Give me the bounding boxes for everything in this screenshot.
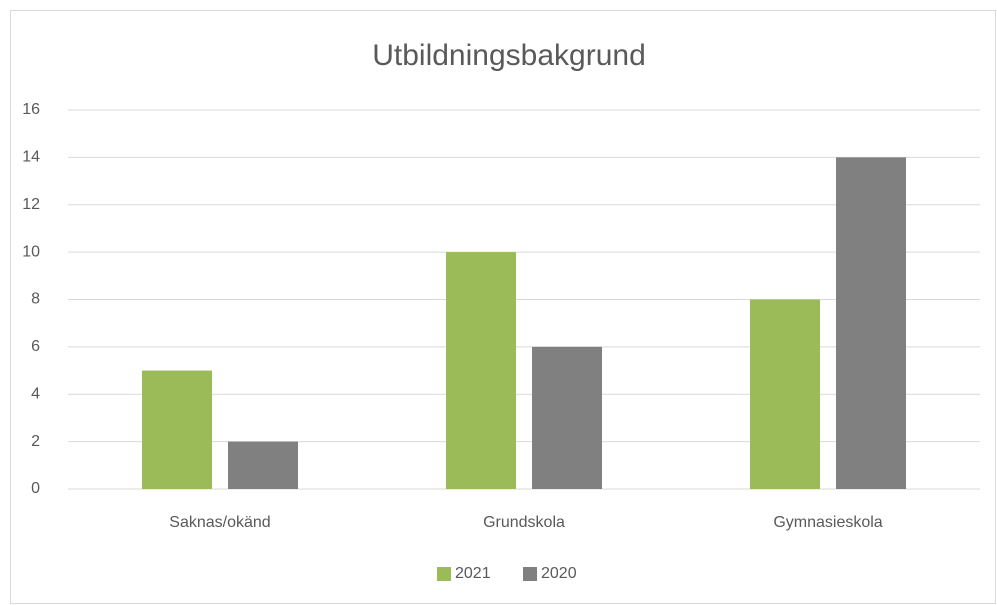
x-tick-label: Gymnasieskola [773,514,882,531]
y-tick-label: 8 [31,291,40,308]
legend-label: 2020 [541,565,577,582]
x-tick-label: Grundskola [483,514,565,531]
y-tick-label: 2 [31,433,40,450]
y-tick-label: 4 [31,385,40,402]
y-tick-label: 10 [22,243,40,260]
chart-title: Utbildningsbakgrund [372,39,646,72]
bar [228,441,298,489]
legend-swatch [523,567,537,581]
y-tick-label: 12 [22,196,40,213]
bar [750,299,820,489]
bar [446,252,516,489]
bar [532,346,602,489]
y-tick-label: 16 [22,101,40,118]
x-tick-label: Saknas/okänd [169,514,270,531]
legend-swatch [437,567,451,581]
y-tick-label: 14 [22,149,40,166]
bar [142,370,212,489]
y-tick-label: 0 [31,480,40,497]
bar [836,157,906,489]
legend-label: 2021 [455,565,491,582]
y-tick-label: 6 [31,338,40,355]
